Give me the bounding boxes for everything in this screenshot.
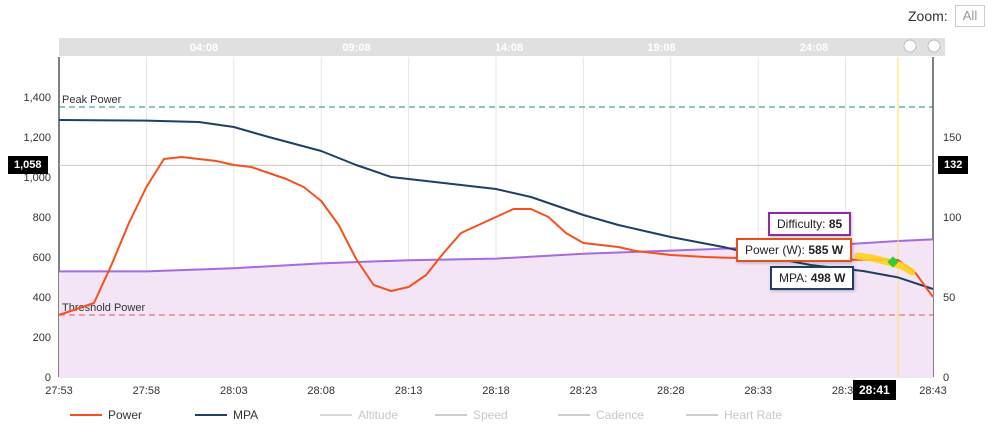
navigator-tick: 14:08 <box>495 42 523 54</box>
y-left-tick: 0 <box>45 372 51 384</box>
navigator-tick: 19:08 <box>647 42 675 54</box>
navigator-tick: 24:08 <box>800 42 828 54</box>
legend-swatch <box>70 414 102 416</box>
y-right-tick: 150 <box>943 132 961 144</box>
legend-label: Cadence <box>596 408 645 422</box>
legend-item-cadence[interactable]: Cadence <box>558 406 644 424</box>
x-tick: 28:13 <box>395 385 423 397</box>
mpa-tooltip: MPA: 498 W <box>770 266 855 290</box>
crosshair-right-flag: 132 <box>938 156 969 174</box>
difficulty-tooltip-value: 85 <box>828 217 843 231</box>
legend-swatch <box>195 414 227 416</box>
power-tooltip-label: Power (W): <box>745 243 805 257</box>
difficulty-line <box>59 238 934 273</box>
y-right-tick: 0 <box>943 372 949 384</box>
legend-swatch <box>320 414 352 416</box>
x-tick: 28:23 <box>570 385 598 397</box>
x-tick: 28:18 <box>482 385 510 397</box>
y-left-tick: 400 <box>33 292 51 304</box>
mpa-tooltip-label: MPA: <box>779 271 808 285</box>
legend-label: Heart Rate <box>724 408 783 422</box>
plot-line-label: Threshold Power <box>62 302 145 314</box>
legend-label: Power <box>108 408 143 422</box>
hover-marker <box>887 256 899 268</box>
zoom-label: Zoom: <box>908 8 948 24</box>
x-tick: 28:08 <box>307 385 335 397</box>
difficulty-area <box>59 239 933 377</box>
legend-label: Speed <box>473 408 508 422</box>
y-right-tick: 50 <box>943 292 955 304</box>
legend: Power MPA Altitude Speed Cadence Heart Rate <box>70 406 970 426</box>
legend-swatch <box>686 414 718 416</box>
power-tooltip: Power (W): 585 W <box>736 238 853 262</box>
crosshair-left-flag: 1,058 <box>8 156 48 174</box>
y-right-tick: 100 <box>943 212 961 224</box>
y-left-tick: 200 <box>33 332 51 344</box>
navigator-tick: 09:08 <box>342 42 370 54</box>
power-tooltip-value: 585 W <box>808 243 844 257</box>
zoom-all-button[interactable]: All <box>955 5 985 27</box>
difficulty-tooltip-label: Difficulty: <box>777 217 826 231</box>
x-tick: 28:28 <box>657 385 685 397</box>
x-tick: 27:58 <box>133 385 161 397</box>
legend-label: Altitude <box>358 408 399 422</box>
legend-swatch <box>435 414 467 416</box>
legend-label: MPA <box>233 408 259 422</box>
y-left-tick: 600 <box>33 252 51 264</box>
legend-item-mpa[interactable]: MPA <box>195 406 258 424</box>
x-tick: 28:33 <box>744 385 772 397</box>
crosshair-x-flag: 28:41 <box>853 380 896 400</box>
navigator-tick: 04:08 <box>190 42 218 54</box>
navigator-bar <box>59 38 945 56</box>
x-tick: 28:43 <box>919 385 947 397</box>
plot-line-label: Peak Power <box>62 94 122 106</box>
mpa-tooltip-value: 498 W <box>810 271 846 285</box>
legend-swatch <box>558 414 590 416</box>
x-tick: 27:53 <box>45 385 73 397</box>
legend-item-speed[interactable]: Speed <box>435 406 508 424</box>
navigator-handle-left <box>903 39 917 53</box>
y-left-tick: 800 <box>33 212 51 224</box>
legend-item-heart-rate[interactable]: Heart Rate <box>686 406 782 424</box>
difficulty-tooltip: Difficulty: 85 <box>768 212 852 236</box>
x-tick: 28:03 <box>220 385 248 397</box>
legend-item-power[interactable]: Power <box>70 406 142 424</box>
y-left-tick: 1,000 <box>23 172 51 184</box>
legend-item-altitude[interactable]: Altitude <box>320 406 398 424</box>
navigator-handle-right <box>927 39 941 53</box>
y-left-tick: 1,400 <box>23 92 51 104</box>
y-left-tick: 1,200 <box>23 132 51 144</box>
x-tick: 28:38 <box>832 385 860 397</box>
